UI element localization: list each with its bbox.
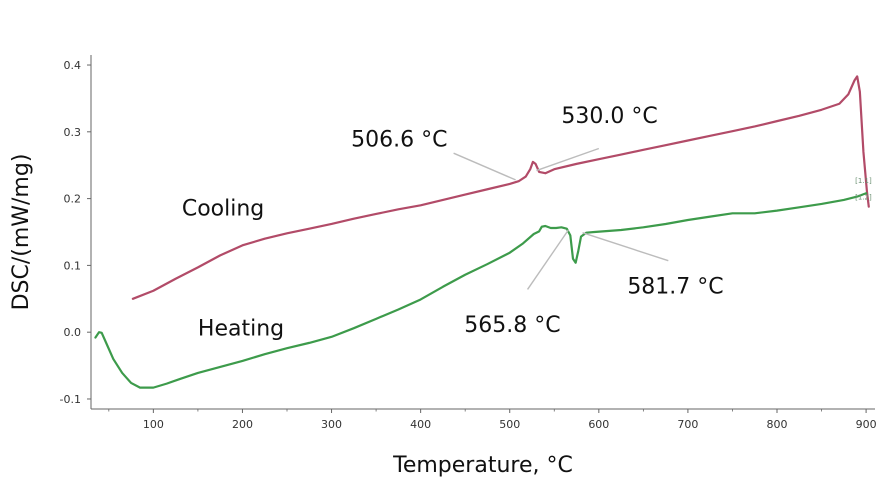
series-cooling-label: Cooling: [182, 196, 264, 221]
x-tick-label: 200: [232, 418, 253, 431]
series-heating-label: Heating: [198, 317, 284, 342]
curve-end-marker: [1.1]: [855, 177, 872, 185]
x-tick-label: 800: [767, 418, 788, 431]
annotation-label: 565.8 °C: [464, 313, 560, 338]
annotation-label: 581.7 °C: [627, 274, 723, 299]
y-tick-label: 0.3: [64, 126, 82, 139]
annotation-leader: [536, 147, 600, 172]
x-tick-label: 900: [856, 418, 877, 431]
x-tick-label: 300: [321, 418, 342, 431]
annotation-leader: [582, 232, 669, 262]
x-tick-label: 100: [143, 418, 164, 431]
y-tick-label: 0.0: [64, 326, 82, 339]
x-tick-label: 700: [677, 418, 698, 431]
annotation-label: 530.0 °C: [561, 104, 657, 129]
x-tick-label: 400: [410, 418, 431, 431]
series-group: Cooling Heating: [94, 75, 870, 389]
y-tick-label: 0.4: [64, 59, 82, 72]
y-axis-title: DSC/(mW/mg): [9, 154, 34, 311]
y-tick-label: 0.1: [64, 259, 82, 272]
x-axis: 100 200 300 400 500 600 700 800 900 Temperature, …: [91, 408, 877, 478]
y-tick-label: 0.2: [64, 193, 82, 206]
series-heating-line: [94, 192, 868, 389]
x-axis-title: Temperature, °C: [392, 453, 573, 478]
annotation-group: 506.6 °C 530.0 °C 565.8 °C 581.7 °C [1.1] [1.…: [351, 104, 872, 338]
series-cooling-line: [131, 75, 870, 300]
y-tick-label: -0.1: [60, 393, 81, 406]
y-axis: -0.1 0.0 0.1 0.2 0.3 0.4 DSC/(mW/mg): [9, 55, 92, 409]
annotation-label: 506.6 °C: [351, 128, 447, 153]
curve-end-marker: [1.2]: [855, 193, 872, 201]
annotation-leader: [526, 229, 569, 290]
x-tick-label: 500: [499, 418, 520, 431]
annotation-leader: [453, 152, 516, 181]
x-tick-label: 600: [588, 418, 609, 431]
